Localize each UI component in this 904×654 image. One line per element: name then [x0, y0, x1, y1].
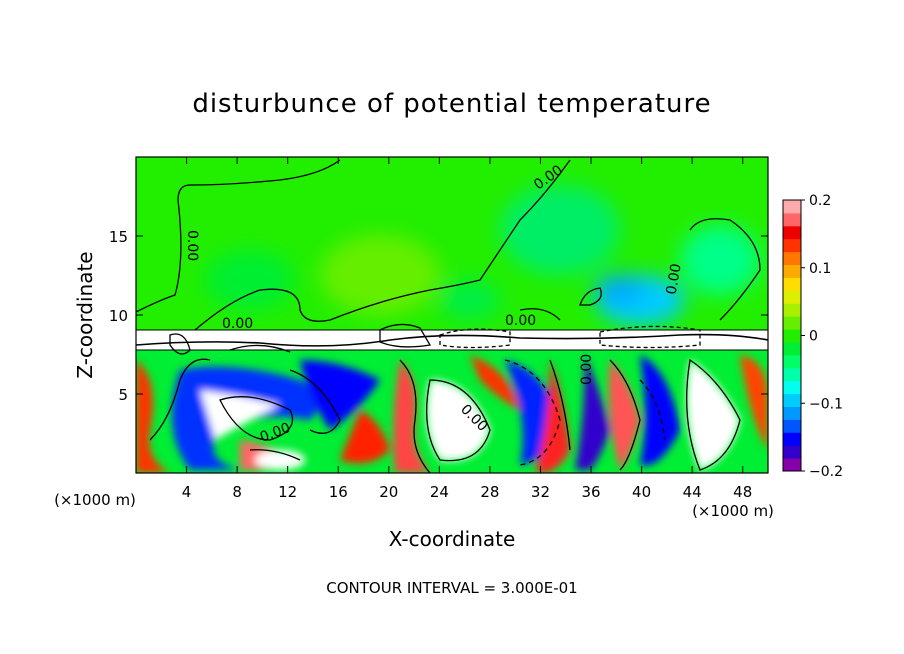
x-tick-label: 8	[232, 483, 242, 501]
x-tick-label: 48	[733, 483, 752, 501]
colorbar-ticks: −0.2 −0.1 0 0.1 0.2	[801, 193, 843, 480]
colorbar-tick-label: 0.1	[809, 261, 831, 277]
x-tick-label: 24	[430, 483, 449, 501]
x-tick-label: 36	[581, 483, 600, 501]
x-unit-label-right: (×1000 m)	[692, 502, 774, 520]
contour-label: 0.00	[579, 354, 595, 385]
colorbar-swatch	[783, 251, 801, 266]
colorbar-tick-label: −0.1	[809, 396, 843, 412]
colorbar-swatch	[783, 354, 801, 369]
colorbar-swatch	[783, 393, 801, 407]
colorbar-swatch	[783, 212, 801, 227]
x-tick-label: 12	[278, 483, 297, 501]
y-tick-label: 5	[118, 386, 128, 404]
contour-interval-text: CONTOUR INTERVAL = 3.000E-01	[326, 579, 577, 597]
colorbar-swatch	[783, 367, 801, 382]
colorbar-swatch	[783, 264, 801, 278]
x-axis-label: X-coordinate	[389, 527, 516, 551]
colorbar-swatch	[783, 329, 801, 343]
colorbar-swatch	[783, 458, 801, 472]
y-axis: 5 10 15	[109, 228, 768, 404]
colorbar-swatch	[783, 303, 801, 317]
colorbar-swatch	[783, 277, 801, 291]
colorbar-tick-label: 0.2	[809, 193, 831, 209]
x-tick-label: 40	[632, 483, 651, 501]
colorbar-swatch	[783, 432, 801, 446]
colorbar-swatch	[783, 225, 801, 240]
x-unit-label-left: (×1000 m)	[54, 491, 136, 509]
lower-layer-shading	[136, 355, 768, 473]
x-tick-label: 44	[683, 483, 702, 501]
colorbar	[782, 199, 802, 472]
colorbar-swatch	[783, 445, 801, 459]
x-tick-label: 4	[182, 483, 192, 501]
x-axis: 4 8 12 16 20 24 28 32 36 40 44 48	[182, 157, 752, 501]
chart-title: disturbunce of potential temperature	[192, 89, 711, 119]
y-axis-label: Z-coordinate	[73, 251, 97, 378]
heatmap-field: 0.00 0.00 0.00 0.00 0.00 0.00 0.00 0.00	[136, 157, 768, 473]
colorbar-swatch	[783, 380, 801, 395]
y-tick-label: 15	[109, 228, 128, 246]
colorbar-swatch	[783, 419, 801, 433]
colorbar-swatch	[783, 200, 801, 214]
colorbar-swatch	[783, 290, 801, 304]
x-tick-label: 20	[379, 483, 398, 501]
contour-label: 0.00	[184, 230, 200, 261]
contour-label: 0.00	[664, 262, 685, 295]
colorbar-tick-label: 0	[809, 329, 818, 345]
x-tick-label: 28	[480, 483, 499, 501]
colorbar-swatch	[783, 238, 801, 253]
contour-lines	[136, 159, 768, 473]
x-tick-label: 32	[531, 483, 550, 501]
colorbar-swatch	[783, 316, 801, 330]
colorbar-swatch	[783, 406, 801, 420]
contour-label: 0.00	[505, 313, 536, 329]
x-tick-label: 16	[329, 483, 348, 501]
colorbar-tick-label: −0.2	[809, 464, 843, 480]
contour-label: 0.00	[222, 316, 253, 332]
colorbar-swatch	[783, 341, 801, 356]
y-tick-label: 10	[109, 307, 128, 325]
